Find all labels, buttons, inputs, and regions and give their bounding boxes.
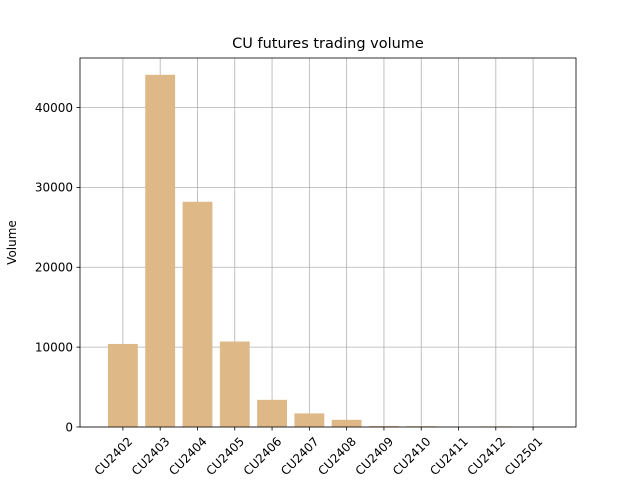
bar <box>369 426 399 427</box>
x-tick-label: CU2409 <box>353 434 397 478</box>
bar <box>107 343 138 427</box>
x-tick-label: CU2501 <box>502 434 546 478</box>
y-axis-label: Volume <box>5 220 19 265</box>
y-tick-label: 10000 <box>35 340 73 354</box>
bar <box>257 399 287 427</box>
y-tick-label: 20000 <box>35 261 73 275</box>
y-tick-label: 0 <box>65 420 73 434</box>
x-tick-label: CU2411 <box>427 434 471 478</box>
x-tick-label: CU2412 <box>465 434 509 478</box>
bar <box>294 413 325 427</box>
x-tick-label: CU2410 <box>390 434 434 478</box>
chart-title: CU futures trading volume <box>232 36 424 52</box>
plot-frame <box>79 57 577 428</box>
x-tick-label: CU2402 <box>92 434 136 478</box>
x-tick-label: CU2406 <box>241 434 285 478</box>
bars <box>107 74 549 427</box>
y-tick-label: 40000 <box>35 101 73 115</box>
y-axis: 0 10000 20000 30000 40000 <box>35 101 80 434</box>
x-tick-label: CU2404 <box>166 434 210 478</box>
x-tick-label: CU2407 <box>278 434 322 478</box>
x-axis: CU2402CU2403CU2404CU2405CU2406CU2407CU24… <box>92 427 546 478</box>
x-tick-label: CU2403 <box>129 434 173 478</box>
y-tick-label: 30000 <box>35 181 73 195</box>
x-tick-label: CU2408 <box>315 434 359 478</box>
x-tick-label: CU2405 <box>203 434 247 478</box>
bar <box>219 341 250 427</box>
bar <box>182 201 213 427</box>
grid-lines <box>80 58 576 428</box>
bar <box>145 74 176 427</box>
bar <box>331 419 362 427</box>
